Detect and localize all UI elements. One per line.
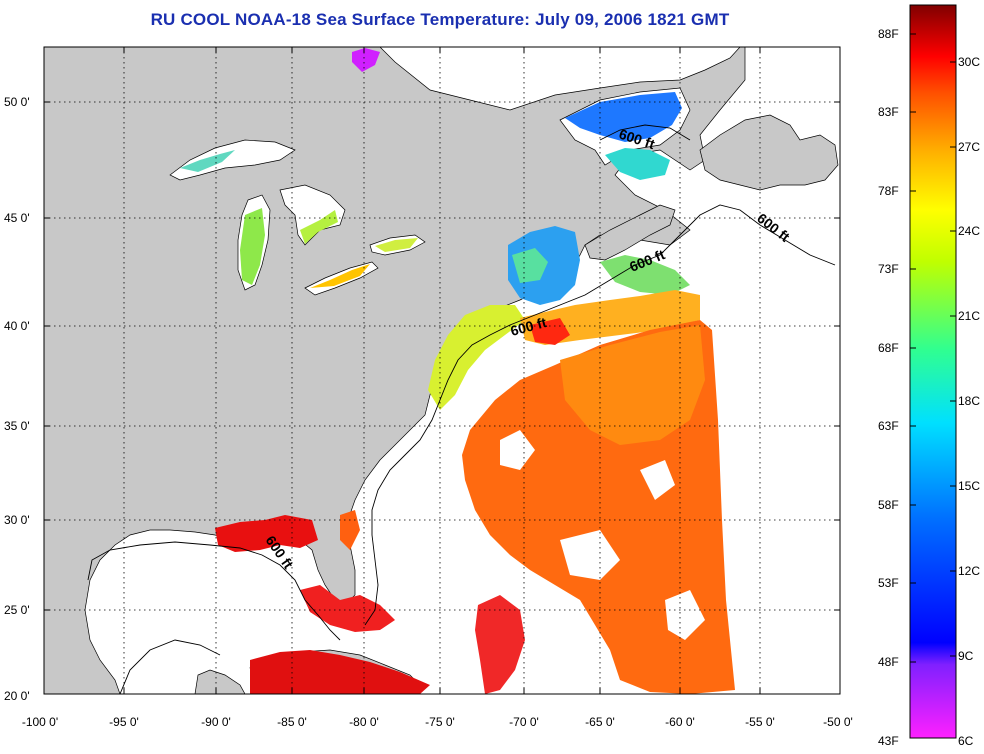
atlantic-orange-band xyxy=(560,325,705,445)
y-tick-label: 50 0' xyxy=(4,95,30,109)
georges-bank-water xyxy=(512,248,548,283)
northern-red-patch xyxy=(530,318,570,345)
map-title: RU COOL NOAA-18 Sea Surface Temperature:… xyxy=(150,10,730,29)
x-tick-label: -90 0' xyxy=(201,715,231,729)
colorbar-c-label: 30C xyxy=(958,55,980,69)
y-tick-label: 30 0' xyxy=(4,513,30,527)
y-tick-label: 20 0' xyxy=(4,689,30,703)
lake-huron-sst xyxy=(300,210,338,244)
x-tick-label: -95 0' xyxy=(109,715,139,729)
colorbar-c-label: 12C xyxy=(958,564,980,578)
colorbar-f-label: 63F xyxy=(878,419,899,433)
x-tick-label: -65 0' xyxy=(585,715,615,729)
y-tick-label: 45 0' xyxy=(4,211,30,225)
colorbar-f-label: 73F xyxy=(878,262,899,276)
colorbar xyxy=(909,4,957,739)
colorbar-c-label: 9C xyxy=(958,649,974,663)
lake-erie-sst xyxy=(310,264,370,288)
tick-marks xyxy=(43,47,841,695)
scotian-shelf-water xyxy=(600,255,690,295)
mid-atlantic-shelf-water xyxy=(428,305,525,410)
map-frame xyxy=(43,46,841,695)
x-tick-label: -85 0' xyxy=(277,715,307,729)
bahamas-warm-water xyxy=(475,595,525,694)
colorbar-f-label: 48F xyxy=(878,655,899,669)
x-tick-label: -100 0' xyxy=(22,715,58,729)
x-tick-label: -75 0' xyxy=(425,715,455,729)
colorbar-f-label: 43F xyxy=(878,734,899,748)
nova-scotia-land xyxy=(584,204,676,261)
florida-strait-warm-water xyxy=(300,585,395,632)
isobath-600ft-contour xyxy=(119,639,221,694)
x-tick-label: -80 0' xyxy=(349,715,379,729)
y-tick-label: 25 0' xyxy=(4,603,30,617)
colorbar-f-label: 68F xyxy=(878,341,899,355)
colorbar-f-label: 83F xyxy=(878,105,899,119)
cloud-gap xyxy=(500,430,535,470)
x-tick-label: -55 0' xyxy=(745,715,775,729)
cloud-gap xyxy=(560,530,620,580)
newfoundland-land xyxy=(699,114,839,191)
y-axis-ticks: 50 0' 45 0' 40 0' 35 0' 30 0' 25 0' 20 0… xyxy=(4,95,30,703)
colorbar-f-label: 58F xyxy=(878,498,899,512)
x-tick-label: -50 0' xyxy=(823,715,853,729)
colorbar-celsius-labels: 30C 27C 24C 21C 18C 15C 12C 9C 6C xyxy=(958,55,980,748)
colorbar-f-label: 88F xyxy=(878,27,899,41)
lake-ontario-sst xyxy=(375,238,418,252)
colorbar-c-label: 21C xyxy=(958,309,980,323)
colorbar-ticks xyxy=(910,33,956,739)
colorbar-c-label: 24C xyxy=(958,224,980,238)
lake-michigan-sst xyxy=(240,208,265,285)
isobath-600ft-contour xyxy=(364,204,836,626)
colorbar-c-label: 15C xyxy=(958,479,980,493)
colorbar-f-label: 53F xyxy=(878,576,899,590)
cloud-gap xyxy=(665,590,705,640)
x-tick-label: -70 0' xyxy=(509,715,539,729)
caribbean-warm-water xyxy=(250,650,430,694)
yucatan-land xyxy=(194,669,246,694)
isobath-600ft-contour xyxy=(87,541,341,641)
isobath-600ft-contour xyxy=(599,124,691,141)
lake-superior-sst xyxy=(180,150,235,172)
colorbar-f-label: 78F xyxy=(878,184,899,198)
colorbar-c-label: 18C xyxy=(958,394,980,408)
y-tick-label: 40 0' xyxy=(4,319,30,333)
y-tick-label: 35 0' xyxy=(4,419,30,433)
st-lawrence-cold-water xyxy=(565,92,682,142)
x-axis-ticks: -100 0' -95 0' -90 0' -85 0' -80 0' -75 … xyxy=(22,715,853,729)
x-tick-label: -60 0' xyxy=(665,715,695,729)
colorbar-c-label: 27C xyxy=(958,140,980,154)
cloud-gap xyxy=(640,460,675,500)
colorbar-fahrenheit-labels: 88F 83F 78F 73F 68F 63F 58F 53F 48F 43F xyxy=(878,27,899,748)
st-lawrence-mid-water xyxy=(605,148,670,180)
ice-edge-magenta xyxy=(352,48,380,72)
colorbar-c-label: 6C xyxy=(958,734,974,748)
